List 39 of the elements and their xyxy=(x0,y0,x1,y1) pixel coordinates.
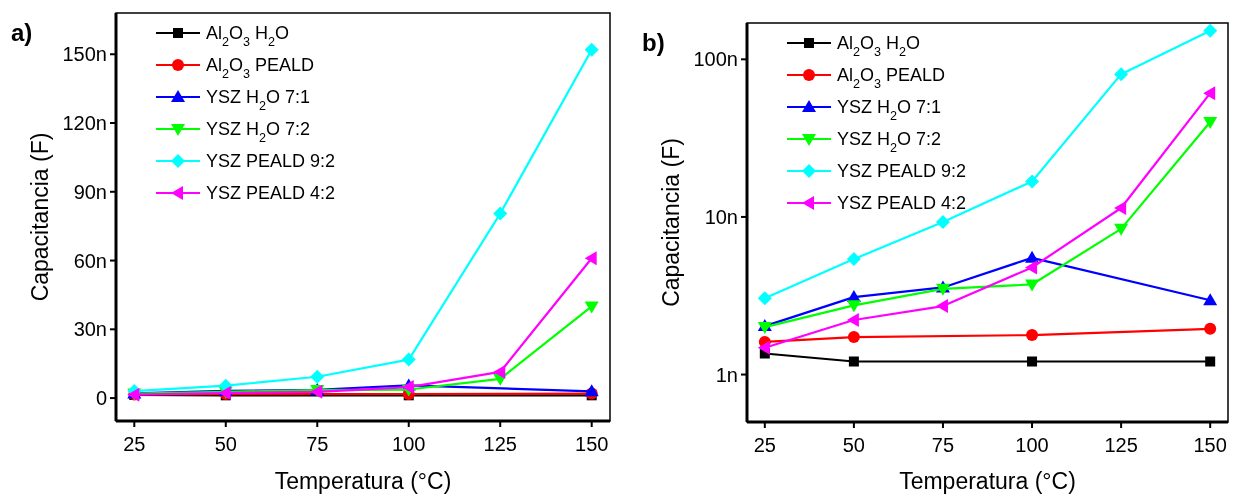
legend-label: Al$_{2}$O$_{3}$ H$_{2}$O xyxy=(206,23,290,49)
text: b) xyxy=(642,29,665,56)
y-tick-label: 90n xyxy=(73,180,107,203)
x-tick-label: 50 xyxy=(214,433,237,455)
x-tick-label: 150 xyxy=(1193,434,1227,456)
legend-label: YSZ H$_{2}$O 7:1 xyxy=(206,87,311,113)
legend-label: YSZ PEALD 9:2 xyxy=(837,161,967,181)
x-tick-label: 50 xyxy=(842,434,866,456)
legend-label: Al$_{2}$O$_{3}$ H$_{2}$O xyxy=(837,33,921,59)
x-tick-label: 100 xyxy=(1015,434,1049,456)
y-axis-title: Capacitancia (F) xyxy=(27,132,53,302)
x-axis-title: Temperatura (°C) xyxy=(899,468,1076,494)
y-axis-title: Capacitancia (F) xyxy=(658,138,684,307)
y-tick-label: 0 xyxy=(95,387,107,410)
legend-label: YSZ PEALD 4:2 xyxy=(206,183,336,203)
x-tick-label: 75 xyxy=(931,434,955,456)
x-tick-label: 75 xyxy=(306,433,329,455)
x-axis-title: Temperatura (°C) xyxy=(274,468,452,494)
x-tick-label: 125 xyxy=(483,433,517,455)
x-tick-label: 25 xyxy=(123,433,146,455)
legend-label: YSZ PEALD 4:2 xyxy=(837,193,967,213)
y-tick-label: 120n xyxy=(62,112,107,135)
y-tick-label: 150n xyxy=(62,43,107,66)
y-tick-label: 10n xyxy=(704,205,738,228)
legend-label: YSZ PEALD 9:2 xyxy=(206,151,336,171)
x-tick-label: 150 xyxy=(575,433,609,455)
legend-label: Al$_{2}$O$_{3}$ PEALD xyxy=(837,65,946,91)
y-tick-label: 30n xyxy=(73,318,107,341)
y-tick-label: 60n xyxy=(73,249,107,272)
y-tick-label: 1n xyxy=(715,363,738,386)
legend-label: YSZ H$_{2}$O 7:1 xyxy=(837,97,942,123)
legend-label: YSZ H$_{2}$O 7:2 xyxy=(837,129,942,155)
legend-label: Al$_{2}$O$_{3}$ PEALD xyxy=(206,55,315,81)
x-tick-label: 125 xyxy=(1104,434,1138,456)
text: a) xyxy=(11,19,33,46)
y-tick-label: 100n xyxy=(693,48,738,71)
x-tick-label: 25 xyxy=(753,434,776,456)
x-tick-label: 100 xyxy=(392,433,426,455)
legend-label: YSZ H$_{2}$O 7:2 xyxy=(206,119,311,145)
